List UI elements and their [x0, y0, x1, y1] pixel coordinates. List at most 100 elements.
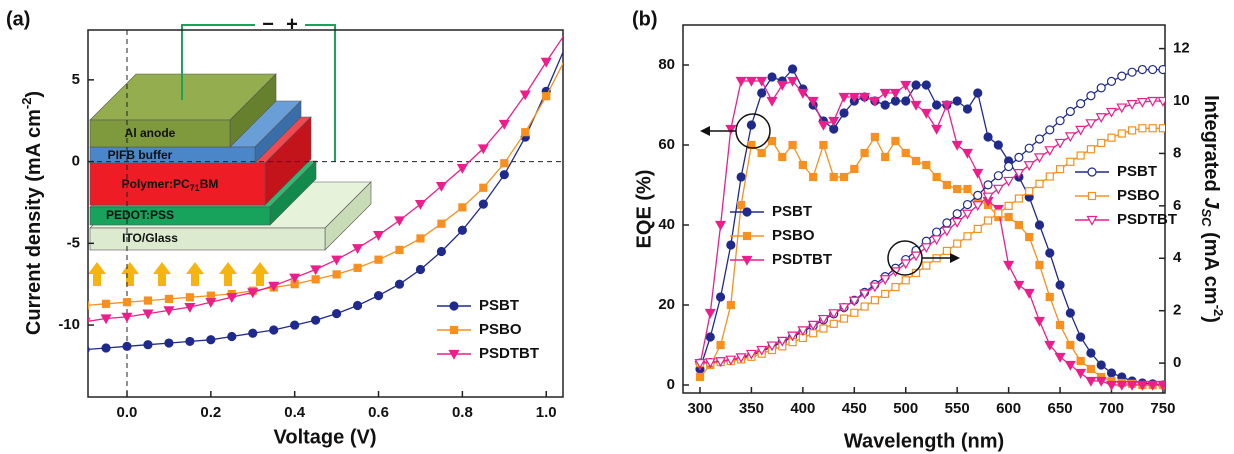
data-point: [870, 296, 879, 305]
data-point: [1085, 119, 1097, 130]
data-point: [828, 116, 840, 127]
y-tick-label: -10: [58, 316, 80, 333]
light-arrow: [186, 262, 204, 286]
data-point: [757, 88, 767, 98]
data-point: [521, 128, 530, 137]
data-point: [778, 152, 787, 162]
data-point: [1066, 157, 1075, 166]
data-point: [963, 232, 972, 241]
data-point: [1136, 380, 1148, 391]
data-point: [704, 358, 716, 369]
legend-item: PSDTBT: [1075, 211, 1177, 228]
data-point: [839, 172, 849, 182]
label-part: Integrated: [1200, 95, 1222, 197]
data-point: [289, 273, 301, 284]
label-part: Polymer:PC: [122, 177, 190, 191]
inset-label: PIFB buffer: [108, 148, 173, 162]
data-point: [1013, 168, 1025, 179]
data-point: [1116, 103, 1128, 114]
label-part: ): [1200, 316, 1222, 323]
data-point: [227, 331, 237, 342]
light-arrow: [88, 262, 106, 286]
series: [694, 76, 1165, 391]
y2-tick-label: 0: [1173, 354, 1181, 371]
data-point: [881, 289, 890, 299]
data-point: [735, 353, 747, 364]
data-point: [828, 309, 840, 320]
data-point: [1076, 356, 1085, 366]
data-point: [952, 96, 962, 106]
data-point: [1065, 308, 1075, 318]
annotation-arrowhead: [700, 126, 710, 136]
legend-label: PSDTBT: [479, 345, 539, 362]
x-tick-label: 650: [1048, 400, 1073, 417]
data-point: [1055, 116, 1065, 126]
x-tick-label: 750: [1150, 400, 1175, 417]
legend-item: PSBT: [730, 203, 812, 220]
data-point: [1045, 292, 1054, 302]
data-point: [807, 96, 819, 107]
data-point: [500, 159, 509, 168]
data-point: [716, 340, 725, 350]
data-point: [448, 349, 460, 360]
data-point: [1075, 368, 1087, 379]
data-point: [901, 276, 910, 285]
data-point: [992, 184, 1004, 195]
data-point: [1086, 364, 1096, 374]
data-point: [973, 190, 983, 200]
data-point: [973, 224, 982, 234]
data-point: [101, 343, 111, 353]
y-axis-label: EQE (%): [633, 170, 655, 249]
data-point: [920, 243, 932, 253]
data-point: [1033, 316, 1046, 327]
x-tick-label: 0.8: [452, 404, 473, 421]
x-tick-label: 550: [945, 400, 970, 417]
data-point: [1086, 145, 1096, 154]
legend-label: PSBO: [479, 321, 522, 338]
data-point: [715, 292, 726, 302]
data-point: [891, 283, 900, 292]
data-point: [870, 132, 879, 142]
data-point: [1066, 340, 1075, 350]
plot-frame: [87, 29, 564, 398]
x-tick-label: 0.0: [117, 404, 138, 421]
data-point: [1004, 201, 1013, 210]
data-point: [1003, 176, 1015, 187]
data-point: [839, 108, 849, 118]
data-point: [88, 346, 90, 354]
data-point: [694, 359, 706, 369]
data-point: [1086, 91, 1096, 101]
data-point: [704, 308, 716, 319]
data-point: [1076, 151, 1085, 160]
legend-label: PSBT: [479, 297, 519, 314]
data-point: [1004, 161, 1014, 172]
data-point: [1044, 340, 1056, 351]
data-point: [860, 148, 869, 158]
data-point: [332, 309, 342, 319]
layer-front: [89, 227, 326, 251]
data-point: [742, 207, 752, 217]
legend-item: PSBO: [1075, 187, 1160, 204]
data-point: [1055, 280, 1065, 290]
data-point: [1076, 99, 1086, 109]
data-point: [122, 298, 132, 307]
data-point: [1095, 113, 1107, 123]
y-tick-label: 60: [658, 136, 675, 153]
data-point: [479, 183, 488, 192]
y2-tick-label: 4: [1173, 249, 1182, 266]
data-point: [1034, 134, 1045, 144]
data-point: [972, 201, 984, 212]
data-point: [1106, 368, 1117, 378]
data-point: [951, 218, 963, 228]
x-tick-label: 0.4: [284, 404, 306, 421]
polarity: +: [286, 13, 298, 35]
data-point: [879, 275, 891, 285]
x-tick-label: 300: [687, 400, 712, 417]
data-point: [415, 264, 426, 275]
data-point: [941, 100, 953, 111]
data-point: [993, 140, 1003, 150]
data-point: [961, 209, 973, 220]
data-point: [564, 52, 571, 59]
data-point: [1023, 288, 1035, 299]
y-tick-label: -5: [67, 234, 80, 251]
